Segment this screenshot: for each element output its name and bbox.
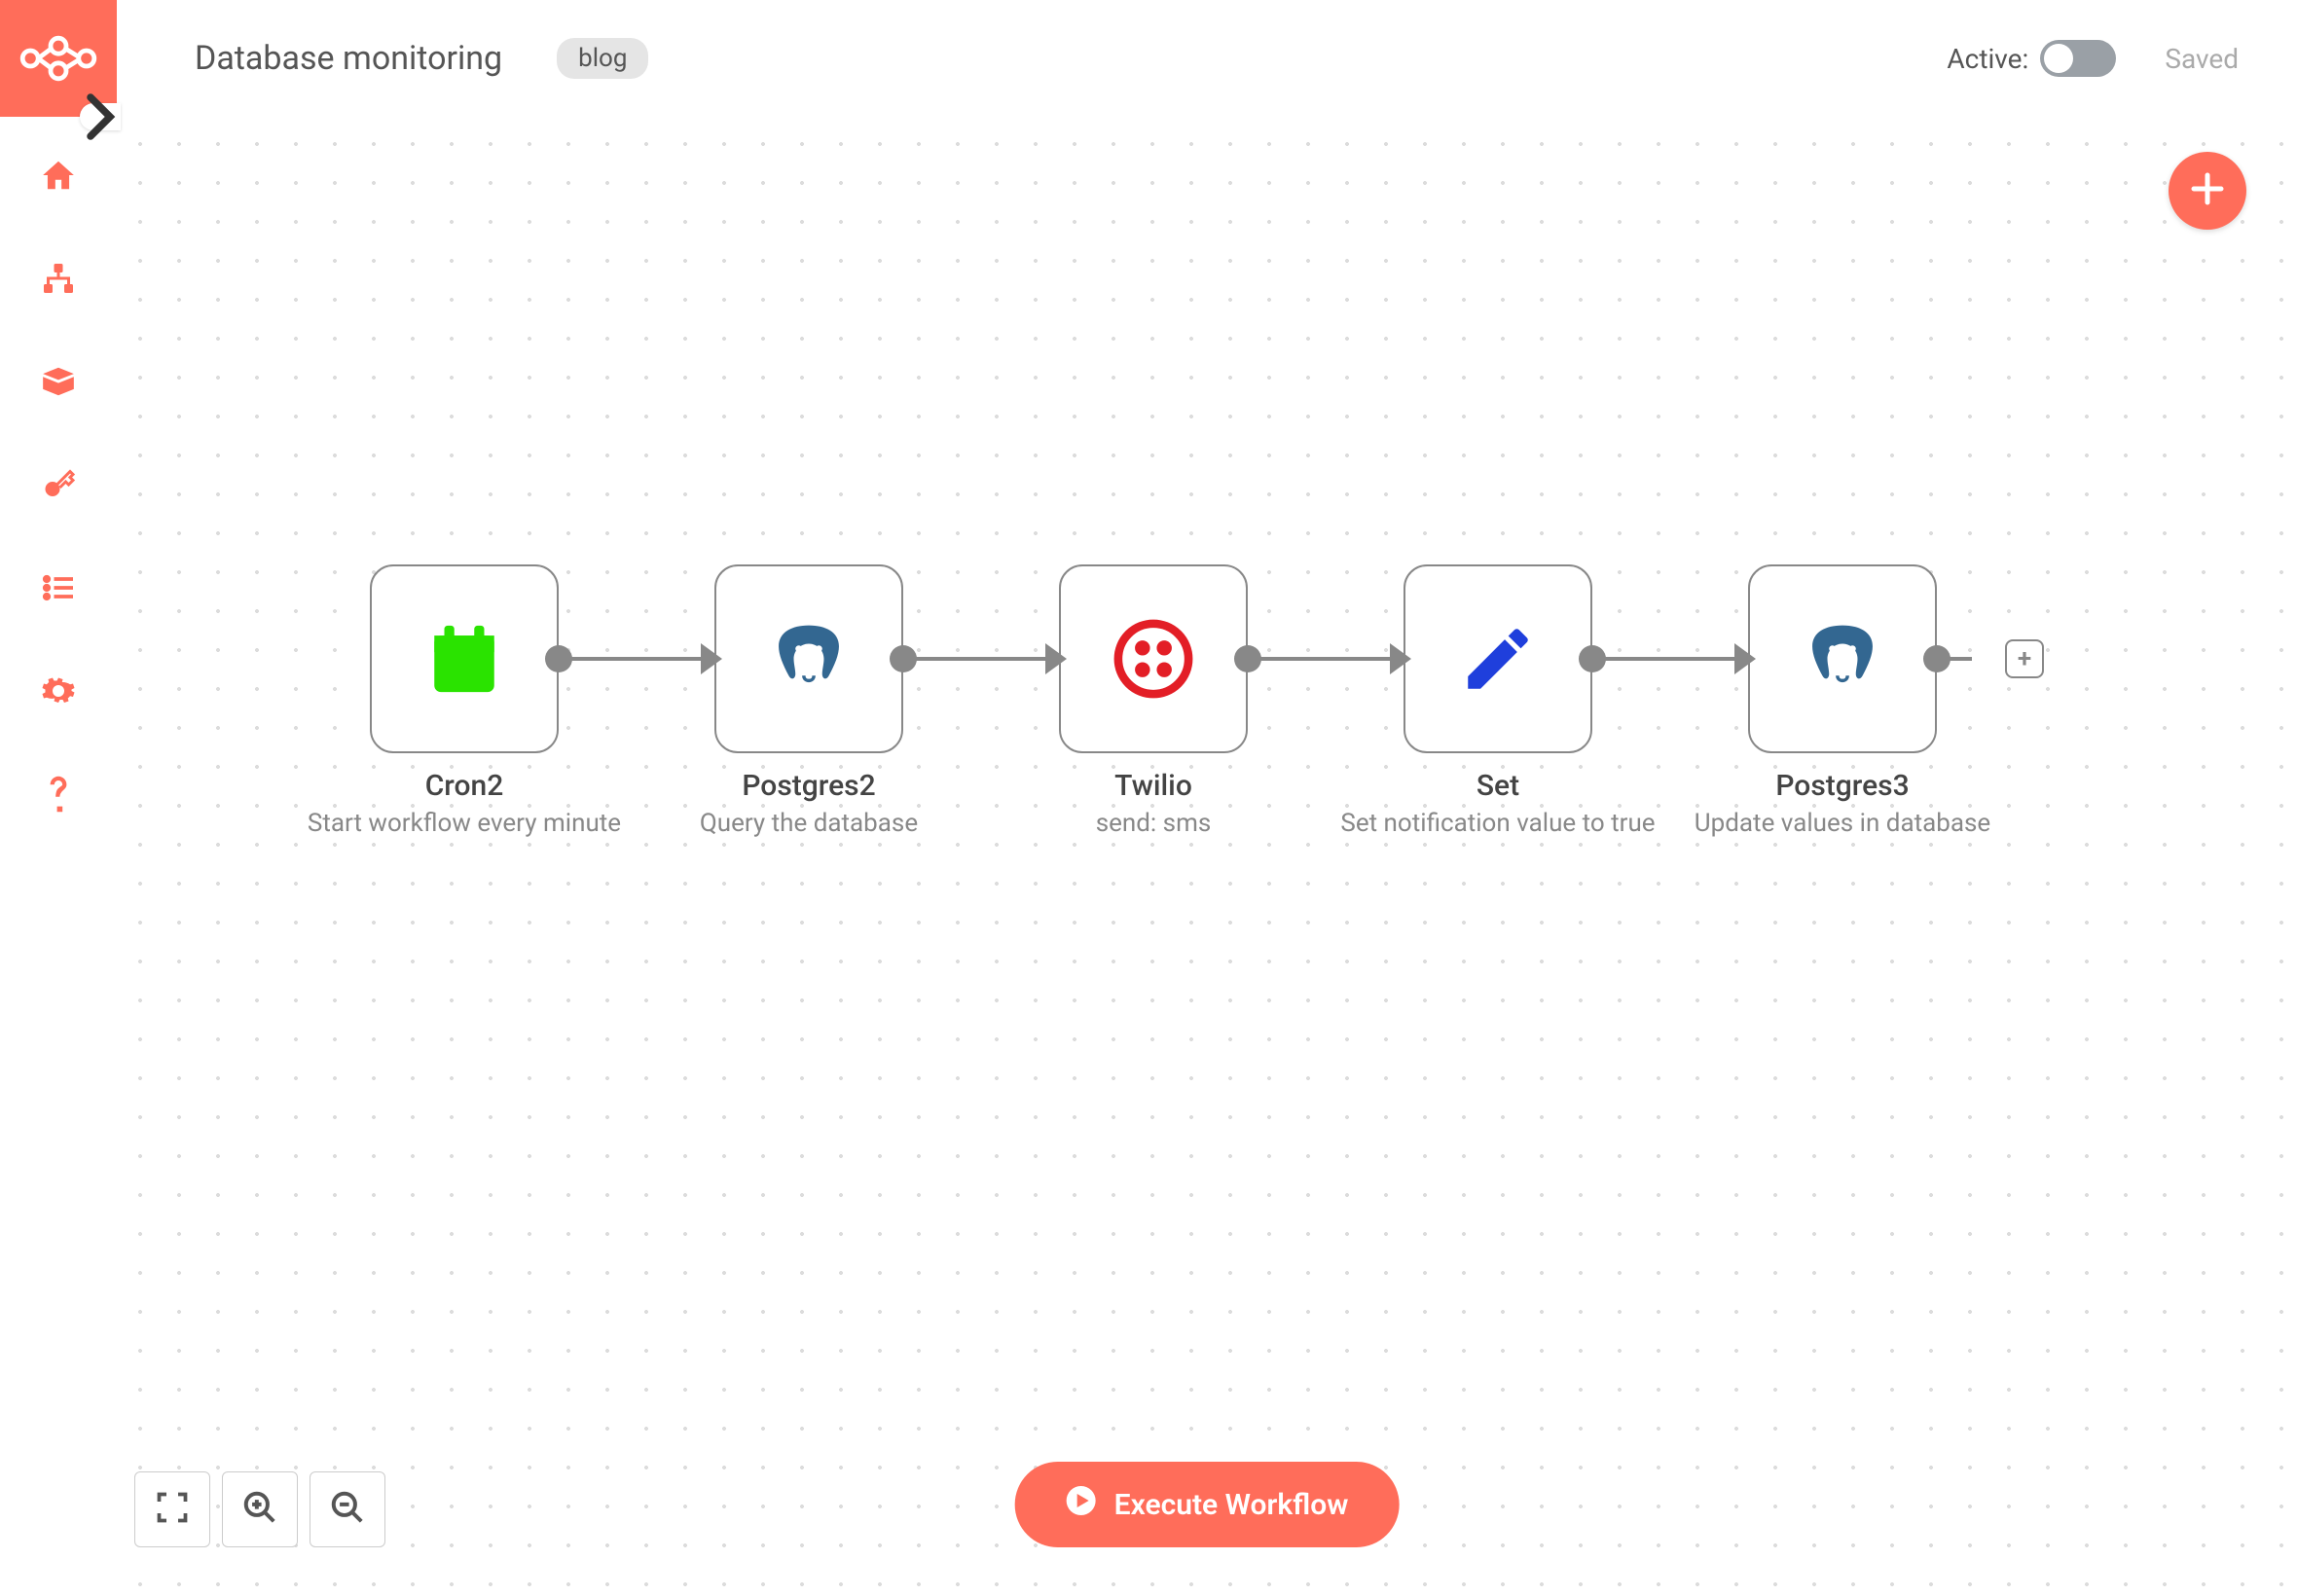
gear-icon [41, 673, 76, 712]
expand-sidebar-button[interactable] [80, 103, 121, 130]
postgres-icon [760, 610, 857, 707]
node-subtitle: Start workflow every minute [289, 809, 639, 838]
node-set[interactable]: SetSet notification value to true [1404, 564, 1592, 753]
calendar-icon [416, 610, 513, 707]
node-title: Cron2 [289, 769, 639, 803]
node-title: Set [1323, 769, 1673, 803]
twilio-icon [1105, 610, 1202, 707]
sidebar-item-executions[interactable] [37, 568, 80, 611]
output-port[interactable] [1579, 645, 1606, 672]
sidebar-item-workflows[interactable] [37, 259, 80, 302]
workflows-icon [41, 261, 76, 300]
fullscreen-icon [155, 1490, 190, 1529]
postgres-icon [1794, 610, 1891, 707]
connector[interactable] [1592, 657, 1748, 661]
input-port[interactable] [1390, 643, 1411, 674]
execute-label: Execute Workflow [1114, 1488, 1349, 1522]
canvas[interactable]: Cron2Start workflow every minutePostgres… [117, 117, 2297, 1596]
active-toggle[interactable] [2040, 40, 2116, 77]
node-cron[interactable]: Cron2Start workflow every minute [370, 564, 559, 753]
list-icon [41, 570, 76, 609]
node-title: Postgres2 [634, 769, 984, 803]
node-subtitle: Set notification value to true [1323, 809, 1673, 838]
output-port[interactable] [1234, 645, 1261, 672]
sidebar-item-home[interactable] [37, 156, 80, 199]
connector[interactable] [903, 657, 1059, 661]
save-status: Saved [2165, 43, 2239, 75]
fit-view-button[interactable] [134, 1471, 210, 1547]
active-label: Active: [1947, 43, 2028, 75]
connector[interactable] [559, 657, 714, 661]
workflow-tag[interactable]: blog [557, 38, 648, 79]
sidebar-item-credentials[interactable] [37, 465, 80, 508]
sidebar-item-box[interactable] [37, 362, 80, 405]
node-subtitle: Query the database [634, 809, 984, 838]
connector[interactable] [1248, 657, 1404, 661]
node-subtitle: Update values in database [1667, 809, 2018, 838]
node-title: Twilio [978, 769, 1329, 803]
zoom-in-button[interactable] [222, 1471, 298, 1547]
workflow-title[interactable]: Database monitoring [195, 39, 502, 78]
help-icon [44, 774, 73, 818]
pencil-icon [1449, 610, 1547, 707]
node-title: Postgres3 [1667, 769, 2018, 803]
zoom-out-button[interactable] [310, 1471, 385, 1547]
add-node-button[interactable] [2169, 152, 2246, 230]
box-icon [40, 363, 77, 404]
sidebar [0, 0, 117, 1596]
sidebar-item-help[interactable] [37, 775, 80, 817]
output-port[interactable] [1923, 645, 1951, 672]
key-icon [41, 467, 76, 506]
node-subtitle: send: sms [978, 809, 1329, 838]
header: Database monitoring blog Active: Saved [117, 0, 2297, 117]
execute-workflow-button[interactable]: Execute Workflow [1015, 1462, 1400, 1547]
input-port[interactable] [1045, 643, 1067, 674]
output-port[interactable] [545, 645, 572, 672]
play-icon [1066, 1485, 1097, 1524]
node-pg2[interactable]: Postgres3Update values in database [1748, 564, 1937, 753]
node-pg1[interactable]: Postgres2Query the database [714, 564, 903, 753]
zoom-in-icon [241, 1489, 278, 1530]
add-end-button[interactable]: + [2005, 639, 2044, 678]
plus-icon [2188, 162, 2227, 221]
output-port[interactable] [890, 645, 917, 672]
input-port[interactable] [1734, 643, 1756, 674]
zoom-out-icon [329, 1489, 366, 1530]
logo[interactable] [0, 0, 117, 117]
sidebar-item-settings[interactable] [37, 671, 80, 714]
node-twilio[interactable]: Twiliosend: sms [1059, 564, 1248, 753]
input-port[interactable] [701, 643, 722, 674]
home-icon [40, 157, 77, 198]
